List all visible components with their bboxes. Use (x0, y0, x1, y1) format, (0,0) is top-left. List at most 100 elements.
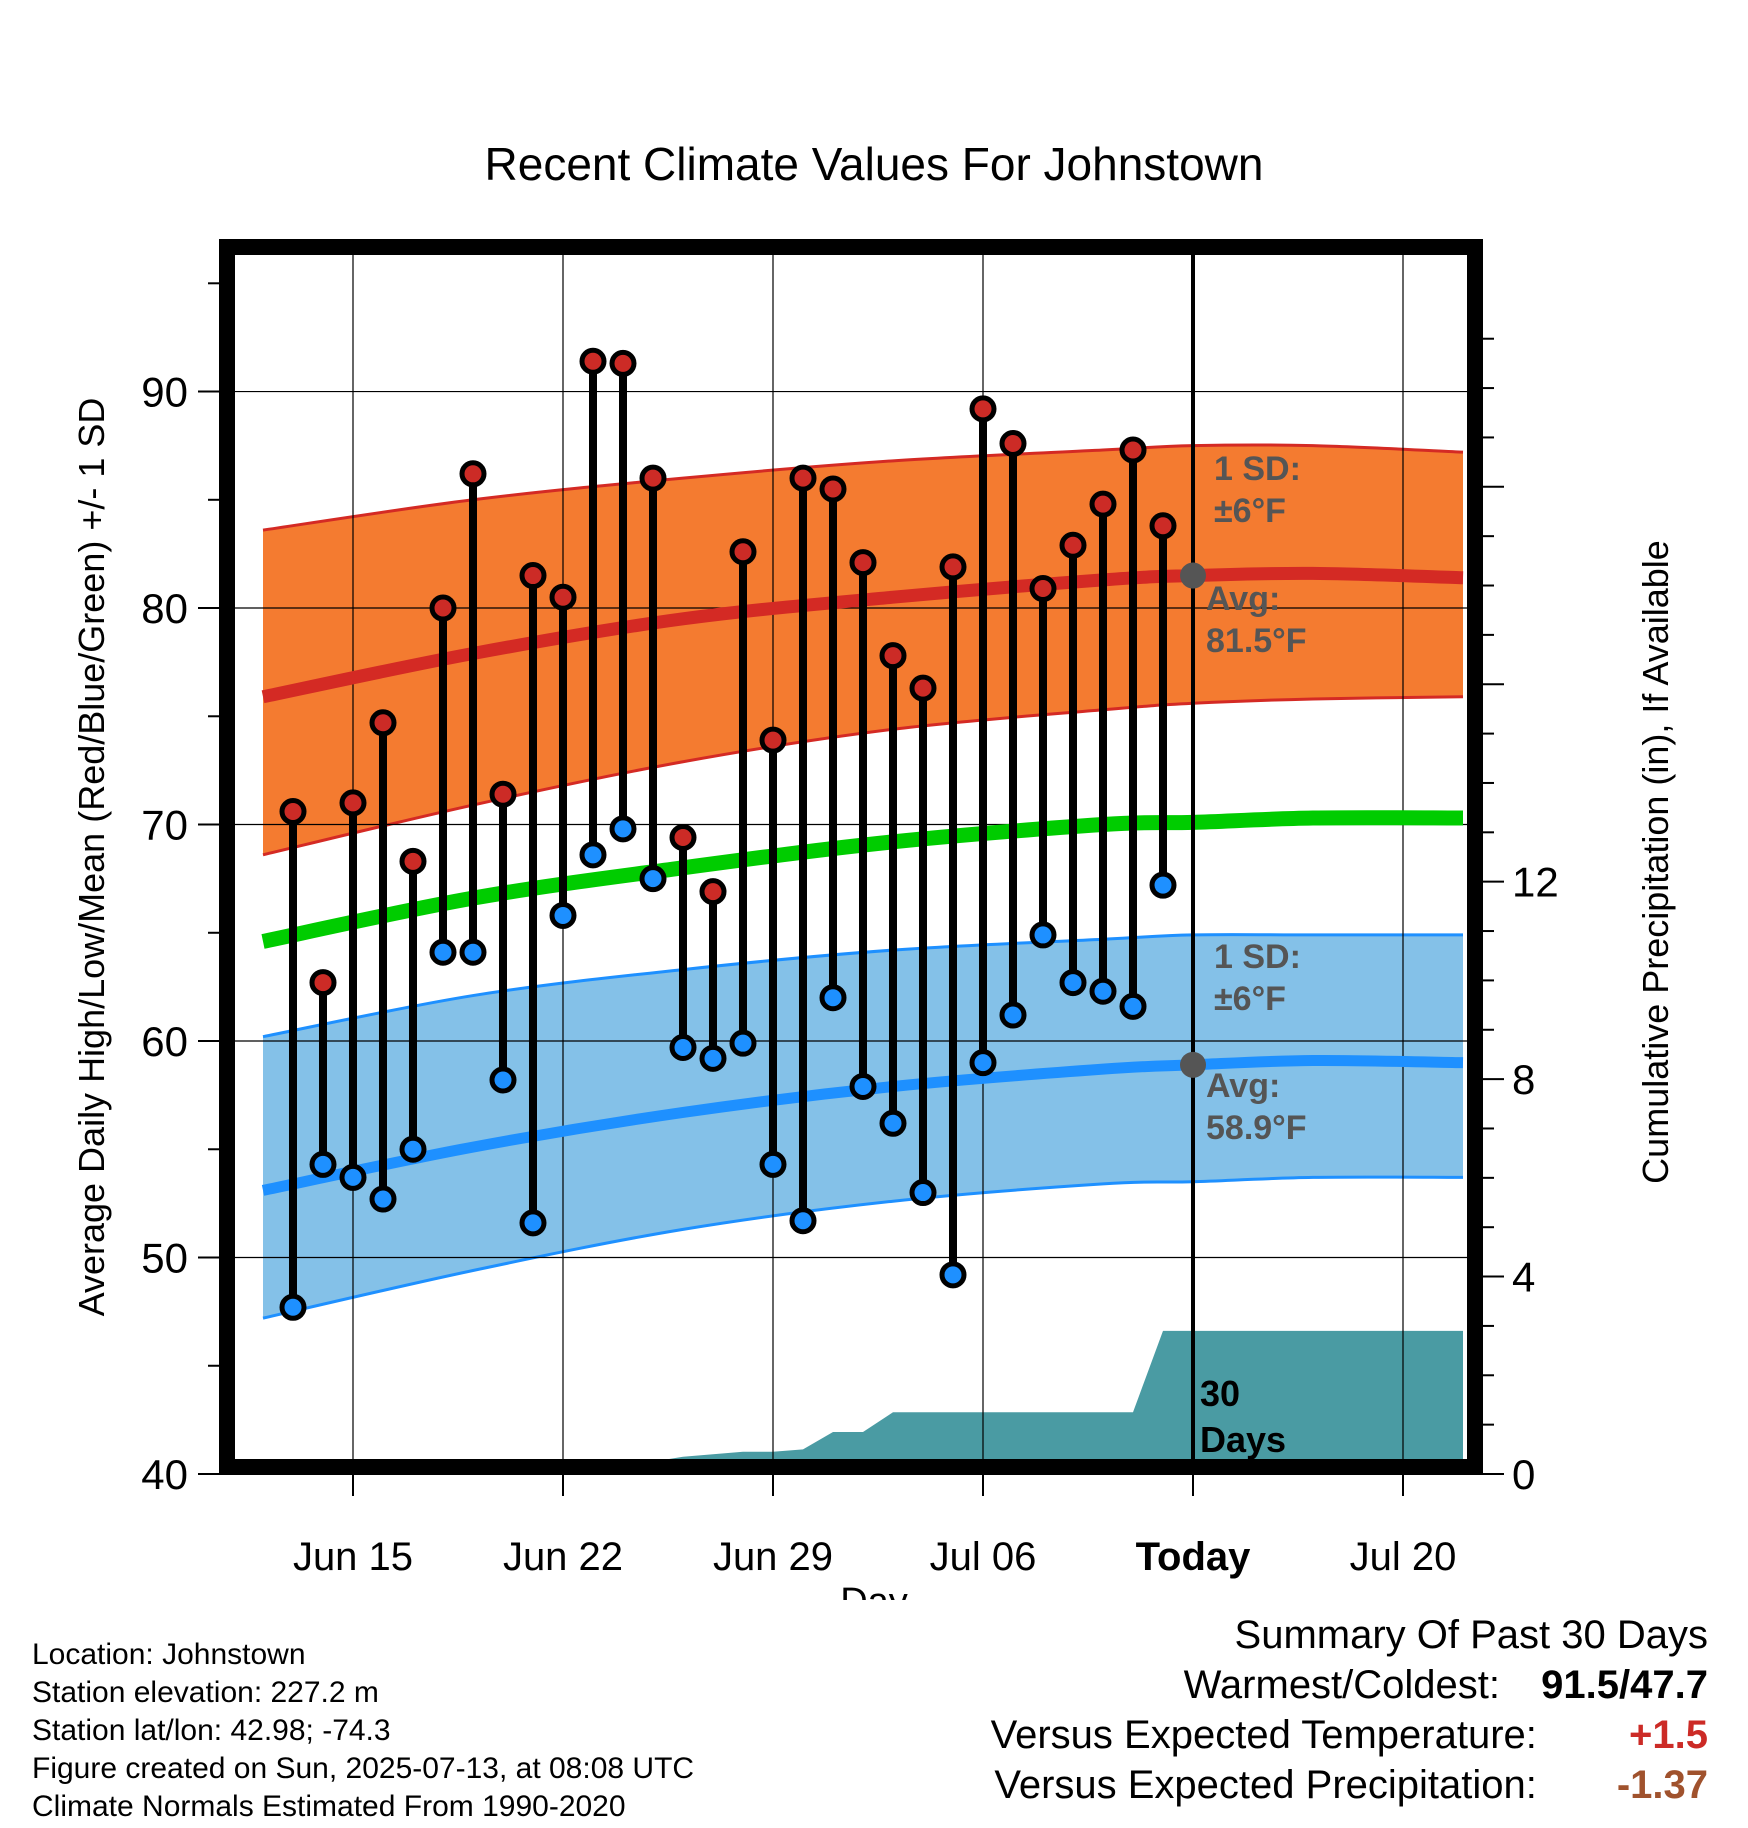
created-text: Figure created on Sun, 2025-07-13, at 08… (32, 1752, 695, 1785)
daily-high-point (579, 347, 607, 375)
daily-low-point (639, 865, 667, 893)
daily-low-point (729, 1029, 757, 1057)
daily-high-point (669, 824, 697, 852)
daily-high-point (399, 847, 427, 875)
latlon-text: Station lat/lon: 42.98; -74.3 (32, 1714, 391, 1747)
daily-low-point (339, 1163, 367, 1191)
x-tick-label: Jul 20 (1350, 1535, 1457, 1579)
daily-high-point (729, 538, 757, 566)
station-info: Location: Johnstown Station elevation: 2… (32, 1636, 694, 1826)
temp-label: Versus Expected Temperature: (990, 1713, 1537, 1757)
daily-high-point (1059, 531, 1087, 559)
high-avg-value: 81.5°F (1206, 622, 1307, 660)
x-tick-label: Today (1136, 1535, 1252, 1579)
daily-low-point (939, 1261, 967, 1289)
y-tick-label: 50 (141, 1235, 188, 1282)
value-separator: / (1619, 1663, 1631, 1707)
daily-high-point (639, 464, 667, 492)
daily-low-point (789, 1207, 817, 1235)
daily-low-point (999, 1001, 1027, 1029)
plot-frame (219, 239, 1483, 1475)
annotations: 1 SD: ±6°F Avg: 81.5°F 1 SD: ±6°F Avg: 58.9°F 30… (1180, 240, 1307, 1474)
daily-low-point (699, 1044, 727, 1072)
precipitation-row: Versus Expected Precipitation: -1.37 (991, 1760, 1708, 1810)
high-avg-label: Avg: (1206, 580, 1280, 618)
daily-high-point (609, 349, 637, 377)
daily-low-point (1029, 921, 1057, 949)
daily-high-point (1089, 490, 1117, 518)
x-tick-label: Jun 22 (503, 1535, 623, 1579)
daily-high-point (339, 789, 367, 817)
precipitation-area (263, 1330, 1463, 1474)
daily-low-point (579, 841, 607, 869)
days-label-line2: Days (1200, 1419, 1286, 1460)
daily-low-point (759, 1150, 787, 1178)
warmest-coldest-row: Warmest/Coldest: 91.5/47.7 (991, 1660, 1708, 1710)
daily-low-point (489, 1066, 517, 1094)
low-avg-label: Avg: (1206, 1067, 1280, 1105)
y2-tick-label: 8 (1512, 1056, 1535, 1103)
y-axis-label: Average Daily High/Low/Mean (Red/Blue/Gr… (71, 398, 112, 1317)
axes: 40 50 60 70 80 90 0 4 8 12 Jun 15 Jun 22 Jun 29 Jul 0… (71, 239, 1676, 1600)
low-avg-value: 58.9°F (1206, 1109, 1307, 1147)
daily-low-point (519, 1209, 547, 1237)
daily-low-point (279, 1293, 307, 1321)
y-tick-label: 40 (141, 1451, 188, 1498)
y-tick-label: 60 (141, 1018, 188, 1065)
daily-high-point (519, 562, 547, 590)
daily-low-point (909, 1179, 937, 1207)
temperature-row: Versus Expected Temperature: +1.5 (991, 1710, 1708, 1760)
x-axis-label: Day (840, 1581, 908, 1600)
precipitation-fill (263, 1330, 1463, 1474)
daily-high-point (279, 798, 307, 826)
daily-low-point (849, 1072, 877, 1100)
y2-tick-label: 0 (1512, 1451, 1535, 1498)
y-tick-label: 80 (141, 585, 188, 632)
daily-low-point (549, 901, 577, 929)
coldest-value: 47.7 (1630, 1663, 1708, 1707)
y2-tick-label: 12 (1512, 859, 1559, 906)
daily-high-point (489, 780, 517, 808)
daily-high-point (879, 642, 907, 670)
location-text: Location: Johnstown (32, 1638, 306, 1671)
warmest-value: 91.5 (1541, 1663, 1620, 1707)
daily-high-point (969, 395, 997, 423)
daily-high-point (759, 726, 787, 754)
daily-high-point (459, 460, 487, 488)
daily-low-point (1149, 871, 1177, 899)
low-sd-value: ±6°F (1214, 980, 1286, 1018)
daily-low-point (309, 1150, 337, 1178)
x-tick-label: Jul 06 (930, 1535, 1037, 1579)
y2-tick-label: 4 (1512, 1254, 1535, 1301)
elevation-text: Station elevation: 227.2 m (32, 1676, 379, 1709)
y-tick-label: 70 (141, 802, 188, 849)
daily-low-point (1089, 977, 1117, 1005)
warmest-coldest-label: Warmest/Coldest: (1183, 1663, 1501, 1707)
temp-value: +1.5 (1629, 1713, 1708, 1757)
daily-high-point (549, 583, 577, 611)
daily-high-point (1119, 436, 1147, 464)
x-tick-label: Jun 29 (713, 1535, 833, 1579)
daily-high-point (999, 430, 1027, 458)
precip-value: -1.37 (1616, 1763, 1708, 1807)
daily-low-point (609, 815, 637, 843)
high-sd-value: ±6°F (1214, 492, 1286, 530)
precip-label: Versus Expected Precipitation: (994, 1763, 1537, 1807)
avg-high-marker (1180, 562, 1206, 589)
daily-low-point (1059, 969, 1087, 997)
daily-low-point (1119, 992, 1147, 1020)
daily-low-point (429, 938, 457, 966)
daily-high-point (939, 553, 967, 581)
daily-high-point (849, 549, 877, 577)
daily-low-point (969, 1049, 997, 1077)
daily-high-point (819, 475, 847, 503)
daily-low-point (369, 1185, 397, 1213)
daily-values (279, 347, 1177, 1321)
daily-high-point (309, 969, 337, 997)
normals-text: Climate Normals Estimated From 1990-2020 (32, 1790, 626, 1823)
chart-title: Recent Climate Values For Johnstown (485, 138, 1264, 190)
daily-high-point (699, 878, 727, 906)
y2-axis-label: Cumulative Precipitation (in), If Availa… (1635, 540, 1676, 1184)
daily-low-point (669, 1034, 697, 1062)
x-tick-label: Jun 15 (293, 1535, 413, 1579)
